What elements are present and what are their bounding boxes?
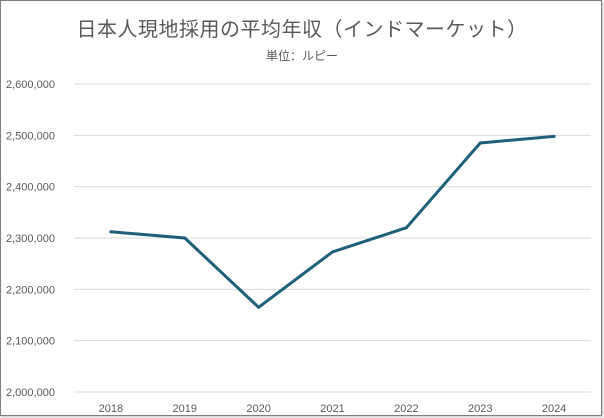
y-tick-label: 2,600,000	[6, 79, 55, 91]
x-tick-label: 2019	[173, 403, 197, 415]
data-point	[331, 250, 334, 254]
data-point	[478, 141, 482, 145]
y-tick-label: 2,500,000	[6, 130, 55, 142]
series-line	[109, 134, 556, 309]
y-tick-label: 2,200,000	[6, 284, 55, 296]
data-point	[257, 305, 261, 309]
data-point	[552, 134, 556, 138]
data-point	[109, 230, 113, 234]
x-tick-label: 2020	[246, 403, 270, 415]
data-point	[183, 236, 187, 240]
x-tick-label: 2023	[468, 403, 492, 415]
x-tick-label: 2018	[99, 403, 123, 415]
chart-subtitle: 単位：ルピー	[265, 49, 338, 63]
y-tick-label: 2,300,000	[6, 233, 55, 245]
y-tick-label: 2,000,000	[6, 387, 55, 399]
x-tick-label: 2021	[320, 403, 344, 415]
data-point	[404, 226, 408, 230]
chart-title: 日本人現地採用の平均年収（インドマーケット）	[76, 17, 528, 41]
y-tick-label: 2,400,000	[6, 182, 55, 194]
x-tick-label: 2024	[542, 403, 566, 415]
x-tick-label: 2022	[394, 403, 418, 415]
y-tick-label: 2,100,000	[6, 336, 55, 348]
